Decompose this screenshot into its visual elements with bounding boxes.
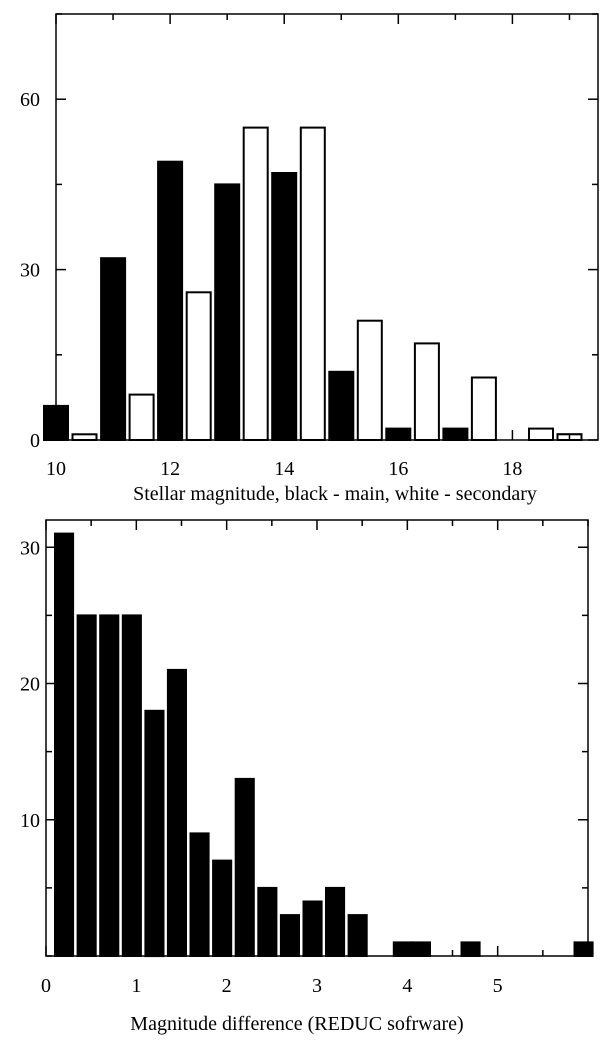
bar	[573, 941, 594, 958]
bar	[299, 126, 326, 441]
bar	[100, 257, 127, 442]
y-tick-label: 0	[30, 430, 40, 452]
bar	[54, 532, 75, 957]
x-tick-label: 10	[46, 458, 66, 480]
x-axis-title: Magnitude difference (REDUC sofrware)	[130, 1013, 463, 1035]
bar	[121, 614, 142, 958]
bar	[279, 914, 300, 957]
bar	[166, 668, 187, 958]
bar	[76, 614, 97, 958]
x-tick-label: 18	[502, 458, 522, 480]
x-tick-label: 16	[388, 458, 408, 480]
bar	[410, 941, 431, 958]
bar	[189, 832, 210, 958]
y-tick-label: 20	[20, 674, 40, 696]
bar	[325, 886, 346, 958]
bar	[99, 614, 120, 958]
bar	[328, 370, 355, 441]
y-tick-label: 30	[20, 537, 40, 559]
bar	[234, 777, 255, 958]
bar	[347, 914, 368, 957]
bar	[257, 886, 278, 958]
bar	[214, 183, 241, 441]
plot-frame	[55, 13, 599, 441]
bar	[144, 709, 165, 958]
x-tick-label: 2	[222, 975, 232, 997]
bar	[392, 941, 413, 958]
chart-panel: 0 1 2 3 4 5 10 20 30 Magnitude difference (REDUC …	[20, 519, 594, 1035]
bar	[157, 160, 184, 441]
bar	[413, 342, 440, 441]
bar	[356, 319, 383, 442]
chart-panel: 10 12 14 16 18 0 30 60 Stellar magnitude, black …	[20, 13, 599, 505]
bar	[212, 859, 233, 957]
bar	[302, 900, 323, 957]
y-tick-label: 10	[20, 810, 40, 832]
x-tick-label: 0	[41, 975, 51, 997]
x-tick-label: 14	[274, 458, 294, 480]
x-tick-label: 3	[312, 975, 322, 997]
bar	[528, 427, 554, 442]
x-axis-title: Stellar magnitude, black - main, white -…	[133, 483, 537, 505]
bar	[128, 393, 155, 442]
x-tick-label: 12	[160, 458, 180, 480]
bar	[460, 941, 481, 958]
x-tick-label: 5	[493, 975, 503, 997]
x-tick-label: 1	[131, 975, 141, 997]
x-tick-label: 4	[402, 975, 412, 997]
bar	[71, 433, 98, 441]
bar	[242, 126, 269, 441]
bar	[185, 291, 212, 441]
y-tick-label: 60	[20, 89, 40, 111]
bar	[271, 172, 298, 441]
bar	[470, 376, 497, 441]
y-tick-label: 30	[20, 260, 40, 282]
